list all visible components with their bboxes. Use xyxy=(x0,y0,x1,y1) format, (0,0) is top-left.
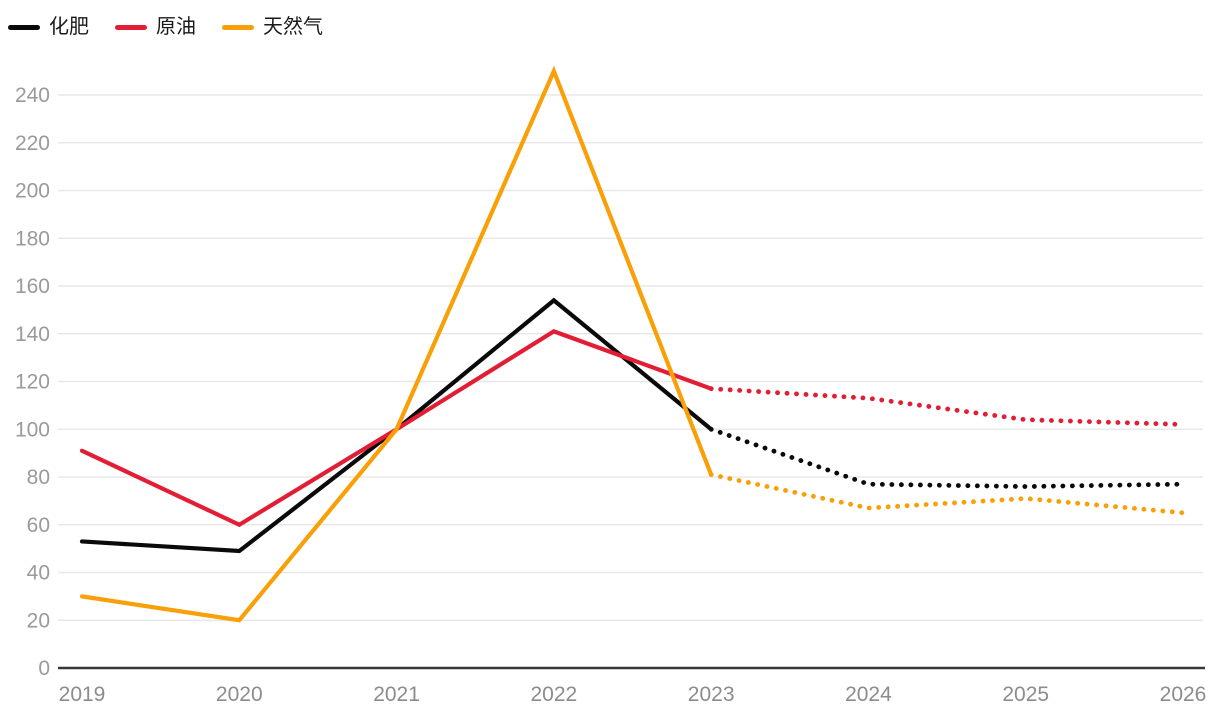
legend-item-fertilizer: 化肥 xyxy=(8,17,89,37)
x-tick-label: 2021 xyxy=(373,683,420,706)
series-crude-oil-forecast-dotted-line xyxy=(708,386,1186,427)
y-tick-label: 160 xyxy=(15,275,50,298)
legend-label-crude-oil: 原油 xyxy=(156,16,196,38)
series-fertilizer-forecast-dotted-line xyxy=(708,426,1186,489)
chart-legend: 化肥 原油 天然气 xyxy=(8,17,323,37)
y-tick-label: 200 xyxy=(15,180,50,203)
y-axis-labels: 0 20 40 60 80 100 120 140 160 180 200 220 240 xyxy=(15,84,50,680)
legend-swatch-crude-oil xyxy=(115,24,147,30)
legend-item-natural-gas: 天然气 xyxy=(222,17,323,37)
x-axis-labels: 2019 2020 2021 2022 2023 2024 2025 2026 xyxy=(59,683,1207,706)
legend-swatch-natural-gas xyxy=(222,24,254,30)
x-tick-label: 2020 xyxy=(216,683,263,706)
series-natural-gas-forecast-dotted-line xyxy=(708,472,1186,516)
y-tick-label: 0 xyxy=(38,657,50,680)
x-tick-label: 2019 xyxy=(59,683,106,706)
y-tick-label: 20 xyxy=(27,609,50,632)
legend-swatch-fertilizer xyxy=(8,24,40,30)
x-tick-label: 2024 xyxy=(845,683,892,706)
y-tick-label: 240 xyxy=(15,84,50,107)
legend-item-crude-oil: 原油 xyxy=(115,17,196,37)
series-natural-gas-solid-line xyxy=(79,65,714,623)
y-tick-label: 220 xyxy=(15,132,50,155)
y-tick-label: 60 xyxy=(27,514,50,537)
y-tick-label: 140 xyxy=(15,323,50,346)
x-tick-label: 2026 xyxy=(1160,683,1207,706)
y-tick-label: 120 xyxy=(15,371,50,394)
legend-label-fertilizer: 化肥 xyxy=(49,16,89,38)
x-tick-label: 2025 xyxy=(1002,683,1049,706)
legend-label-natural-gas: 天然气 xyxy=(263,16,323,38)
y-tick-label: 180 xyxy=(15,227,50,250)
x-tick-label: 2022 xyxy=(530,683,577,706)
y-tick-label: 100 xyxy=(15,418,50,441)
gridlines xyxy=(58,94,1203,621)
x-tick-label: 2023 xyxy=(688,683,735,706)
y-tick-label: 80 xyxy=(27,466,50,489)
y-tick-label: 40 xyxy=(27,562,50,585)
